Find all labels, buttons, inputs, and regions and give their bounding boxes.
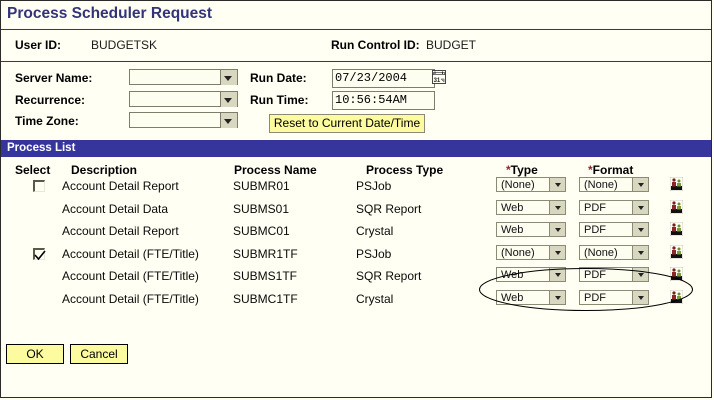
svg-text:31: 31 <box>434 78 441 84</box>
